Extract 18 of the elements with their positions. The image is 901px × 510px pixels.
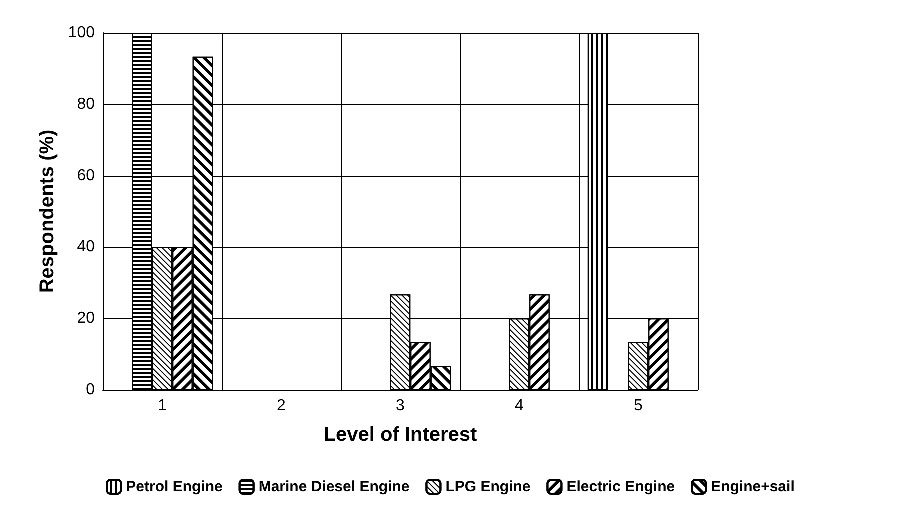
y-axis-title: Respondents (%) (36, 130, 58, 294)
y-tick-label: 80 (77, 96, 96, 113)
legend-label: Electric Engine (566, 478, 676, 496)
legend-label: Marine Diesel Engine (258, 478, 410, 496)
legend-label: Engine+sail (711, 478, 795, 496)
y-tick-label: 0 (86, 382, 96, 398)
y-tick-label: 40 (77, 238, 96, 256)
x-tick-label: 5 (634, 398, 644, 414)
x-axis-title: Level of Interest (324, 424, 478, 446)
legend-label: LPG Engine (446, 478, 531, 496)
x-tick-label: 3 (396, 398, 406, 414)
x-tick-label: 1 (158, 398, 168, 414)
y-tick-label: 100 (68, 24, 96, 42)
x-tick-label: 2 (277, 398, 286, 414)
y-tick-label: 60 (77, 167, 96, 184)
y-tick-label: 20 (77, 310, 96, 328)
legend-label: Petrol Engine (126, 478, 223, 496)
x-tick-label: 4 (515, 398, 524, 414)
